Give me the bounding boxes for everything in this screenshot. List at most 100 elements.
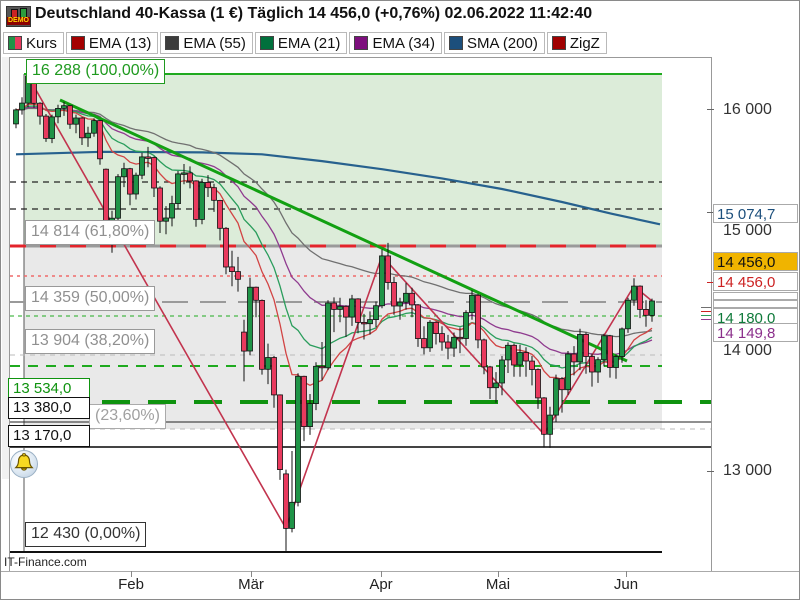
candle <box>313 362 319 411</box>
candle <box>553 374 559 423</box>
candle <box>13 108 19 129</box>
indicator-value-label: 14 180,0 <box>713 308 798 327</box>
time-axis-month-label: Mär <box>238 576 264 593</box>
candle <box>157 186 163 233</box>
time-axis-tick <box>498 571 499 577</box>
price-axis-label: 16 000 <box>723 101 772 118</box>
candle <box>397 297 403 320</box>
candle <box>367 311 373 335</box>
legend-item-sma-200[interactable]: SMA (200) <box>443 32 545 54</box>
legend-label: ZigZ <box>569 34 600 52</box>
price-axis-tick <box>701 319 711 320</box>
trendline <box>59 98 628 363</box>
candle <box>235 256 241 292</box>
candle <box>121 162 127 188</box>
candle <box>265 343 271 385</box>
price-chart-plot[interactable] <box>9 57 712 571</box>
candle <box>187 166 193 189</box>
candle <box>259 299 265 375</box>
price-axis-label: 15 000 <box>723 222 772 239</box>
axis-separator-vertical <box>711 57 712 571</box>
it-finance-watermark: IT-Finance.com <box>4 555 87 569</box>
candle <box>631 278 637 306</box>
fib-level-label[interactable]: (23,60%) <box>89 404 166 429</box>
candle <box>133 172 139 200</box>
alert-bell-button[interactable] <box>10 450 38 478</box>
candle <box>421 326 427 355</box>
time-axis-month-label: Mai <box>485 576 511 593</box>
price-axis-tick <box>707 109 714 110</box>
candle <box>127 167 133 206</box>
candle <box>469 290 475 320</box>
candle <box>331 297 337 333</box>
legend-item-ema-55[interactable]: EMA (55) <box>160 32 253 54</box>
candle <box>91 118 97 137</box>
candle <box>445 334 451 360</box>
legend-swatch-icon <box>551 36 566 50</box>
price-axis-tick <box>701 307 711 308</box>
candle <box>55 104 61 124</box>
candle <box>385 242 391 290</box>
candle <box>271 356 277 408</box>
legend-item-ema-34[interactable]: EMA (34) <box>349 32 442 54</box>
candle <box>601 333 607 367</box>
candle <box>637 285 643 319</box>
candle <box>337 297 343 323</box>
legend-item-ema-13[interactable]: EMA (13) <box>65 32 159 54</box>
indicator-value-label: 14 456,0 <box>713 272 798 291</box>
candle <box>577 328 583 371</box>
price-axis-tick <box>701 315 711 316</box>
indicator-legend: Kurs EMA (13) EMA (55) EMA (21) EMA (34) SMA … <box>3 32 607 56</box>
candle <box>493 372 499 403</box>
horizontal-level-price-label[interactable]: 13 170,0 <box>8 425 90 447</box>
horizontal-level-price-label[interactable]: 13 534,0 <box>8 378 90 400</box>
candle <box>499 356 505 396</box>
legend-swatch-icon <box>354 36 369 50</box>
fib-level-label[interactable]: 12 430 (0,00%) <box>25 522 147 547</box>
candle <box>277 394 283 480</box>
candle <box>193 180 199 227</box>
fib-level-label[interactable]: 14 814 (61,80%) <box>25 220 156 245</box>
price-axis-label: 14 000 <box>723 342 772 359</box>
candle <box>355 298 361 334</box>
legend-label: SMA (200) <box>466 34 538 52</box>
legend-item-zigz[interactable]: ZigZ <box>546 32 607 54</box>
candle <box>487 365 493 399</box>
candle <box>145 146 151 168</box>
instrument-title: Deutschland 40-Kassa (1 €) Täglich 14 45… <box>35 5 593 22</box>
candle <box>517 344 523 377</box>
candle <box>211 183 217 212</box>
indicator-value-label-hidden <box>713 292 798 300</box>
fib-level-label[interactable]: 16 288 (100,00%) <box>26 59 166 84</box>
candle <box>229 250 235 287</box>
candle <box>163 206 169 235</box>
candle <box>61 101 67 116</box>
candle <box>415 304 421 347</box>
candle <box>463 310 469 346</box>
candle <box>589 353 595 387</box>
fib-level-label[interactable]: 14 359 (50,00%) <box>25 286 156 311</box>
legend-item-kurs[interactable]: Kurs <box>3 32 64 54</box>
title-bar: DEMO Deutschland 40-Kassa (1 €) Täglich … <box>1 1 799 31</box>
candle <box>541 397 547 448</box>
candle <box>457 327 463 354</box>
price-axis-tick <box>707 282 714 283</box>
legend-label: Kurs <box>26 34 57 52</box>
candle <box>379 249 385 309</box>
candle <box>547 406 553 448</box>
candle <box>427 320 433 352</box>
fib-level-label[interactable]: 13 904 (38,20%) <box>25 329 156 354</box>
candle <box>295 373 301 507</box>
horizontal-level-price-label[interactable]: 13 380,0 <box>8 397 90 419</box>
demo-badge-label: DEMO <box>7 17 30 25</box>
legend-label: EMA (55) <box>183 34 246 52</box>
candle <box>535 368 541 409</box>
candle <box>307 394 313 435</box>
candle <box>649 298 655 322</box>
time-axis-tick <box>626 571 627 577</box>
candle <box>85 126 91 147</box>
candle <box>403 282 409 310</box>
candlestick-chart-svg <box>10 73 712 553</box>
legend-item-ema-21[interactable]: EMA (21) <box>254 32 348 54</box>
